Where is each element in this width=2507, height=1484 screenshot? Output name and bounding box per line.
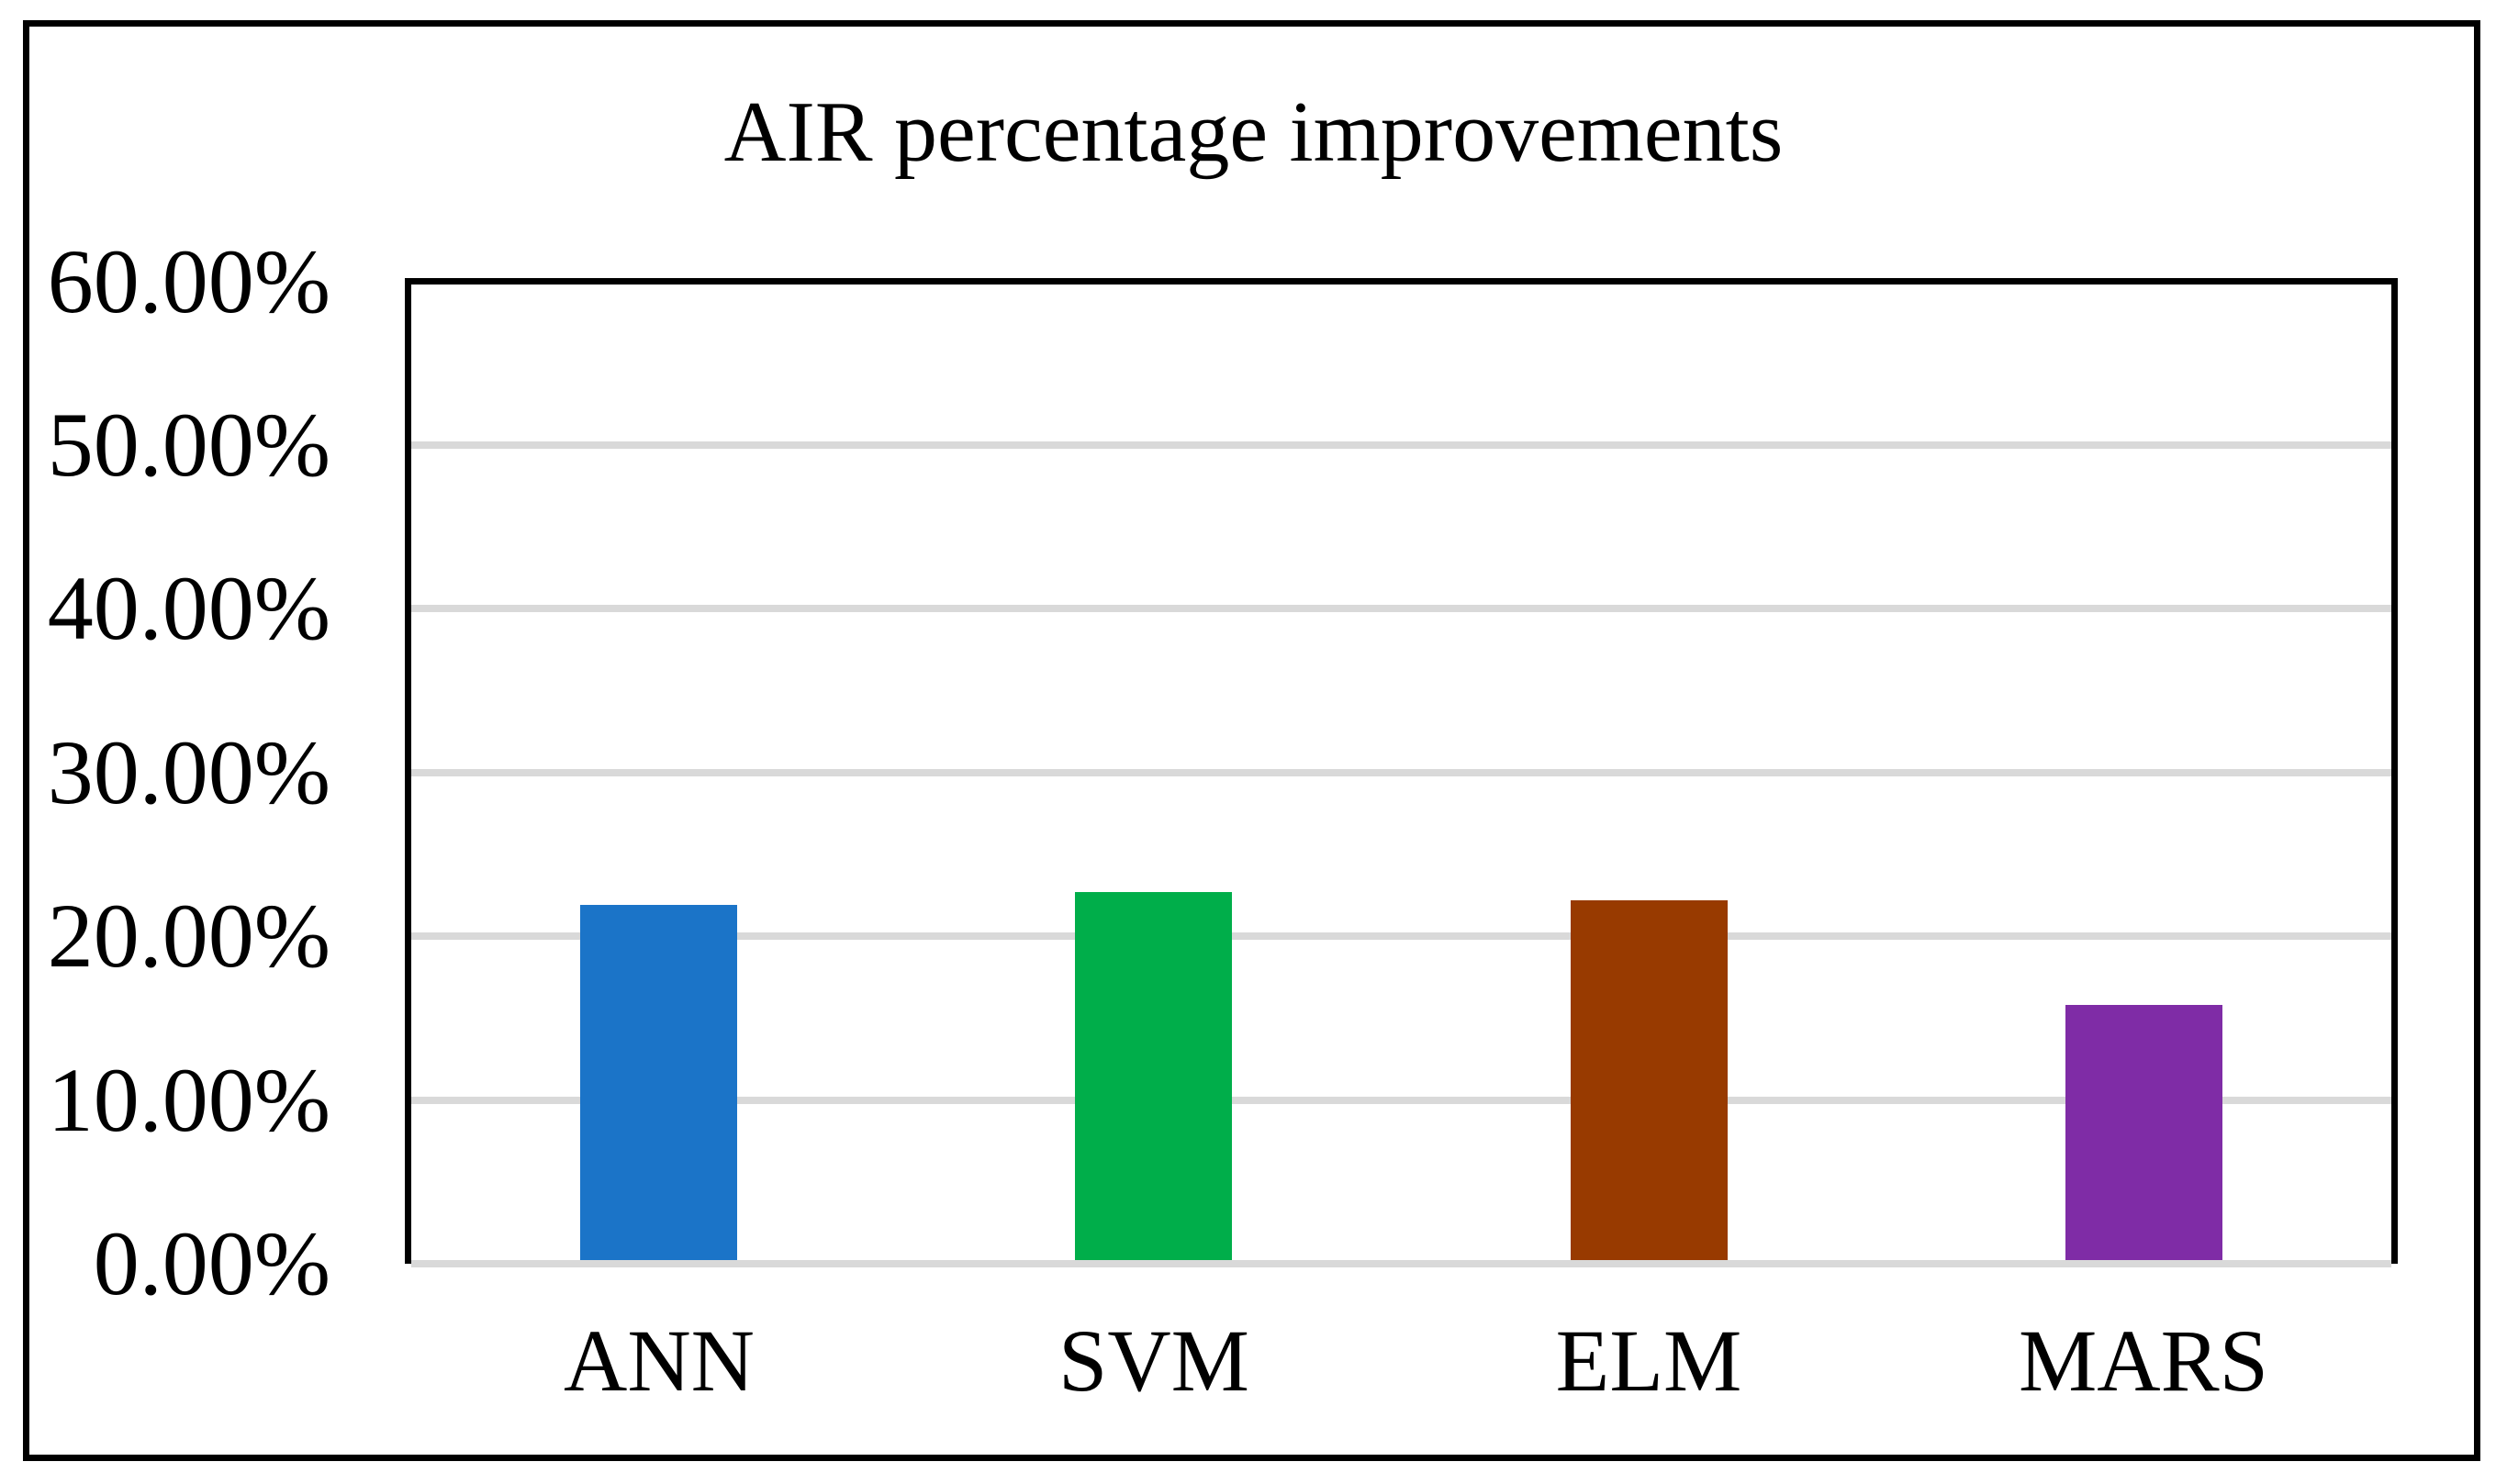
baseline-gridline	[411, 1260, 2391, 1267]
bar-ann	[580, 905, 737, 1260]
bar-elm	[1571, 900, 1728, 1260]
y-axis-tick-label: 40.00%	[47, 557, 330, 659]
y-axis-tick-label: 0.00%	[93, 1212, 330, 1314]
gridline-10-percent	[411, 1097, 2391, 1104]
x-axis-category-label-elm: ELM	[1555, 1311, 1742, 1410]
figure-border	[23, 20, 2480, 1461]
chart-title: AIR percentage improvements	[723, 84, 1784, 180]
gridline-50-percent	[411, 441, 2391, 449]
x-axis-category-label-svm: SVM	[1058, 1311, 1250, 1410]
bar-svm	[1075, 892, 1232, 1260]
bar-mars	[2065, 1005, 2222, 1260]
gridline-40-percent	[411, 605, 2391, 612]
plot-area	[405, 278, 2398, 1267]
x-axis-category-label-mars: MARS	[2018, 1311, 2269, 1410]
x-axis-category-label-ann: ANN	[564, 1311, 755, 1410]
y-axis-tick-label: 20.00%	[47, 885, 330, 987]
gridline-30-percent	[411, 769, 2391, 776]
y-axis-tick-label: 50.00%	[47, 394, 330, 496]
gridline-20-percent	[411, 932, 2391, 940]
y-axis-tick-label: 60.00%	[47, 230, 330, 332]
y-axis-tick-label: 30.00%	[47, 721, 330, 823]
y-axis-tick-label: 10.00%	[47, 1049, 330, 1151]
